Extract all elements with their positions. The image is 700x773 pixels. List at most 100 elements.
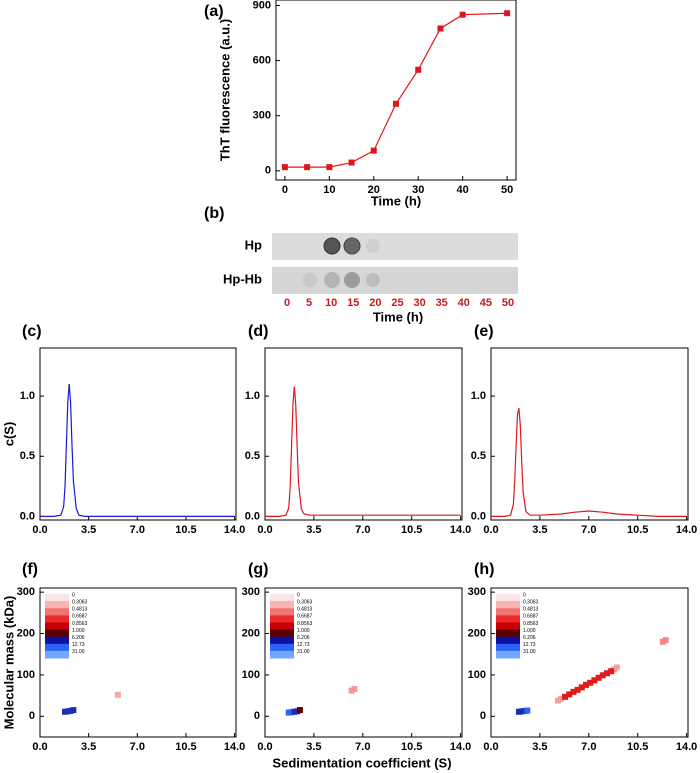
x-tick-label: 45 — [480, 297, 492, 309]
colorbar-label: 0 — [523, 592, 526, 598]
y-tick-label: 0.0 — [20, 510, 35, 522]
blot-dot — [366, 239, 380, 253]
y-tick-label: 600 — [253, 55, 271, 67]
y-tick-label: 0.5 — [20, 450, 35, 462]
y-tick-label: 200 — [17, 627, 35, 639]
colorbar-label: 0.3063 — [72, 599, 88, 605]
panel-label: (c) — [22, 323, 42, 340]
colorbar-segment — [496, 643, 520, 652]
colorbar-label: 31.00 — [297, 649, 310, 655]
x-tick-label: 20 — [368, 184, 380, 196]
colorbar-label: 0.6687 — [297, 614, 313, 620]
x-tick-label: 35 — [436, 297, 448, 309]
x-tick-label: 25 — [391, 297, 403, 309]
colorbar-segment — [45, 636, 69, 645]
x-tick-label: 0.0 — [483, 524, 498, 536]
x-tick-label: 7.0 — [355, 524, 370, 536]
data-point — [70, 707, 77, 714]
data-line — [284, 12, 508, 168]
colorbar-segment — [45, 629, 69, 638]
x-axis-label: Sedimentation coefficient (S) — [272, 755, 451, 770]
colorbar-segment — [45, 601, 69, 609]
y-tick-label: 900 — [253, 0, 271, 11]
panel-label: (h) — [474, 561, 494, 578]
colorbar-segment — [496, 629, 520, 638]
y-axis-label: Molecular mass (kDa) — [1, 596, 16, 730]
y-tick-label: 100 — [17, 669, 35, 681]
colorbar-label: 12.73 — [72, 642, 85, 648]
colorbar-label: 0.3063 — [297, 599, 313, 605]
y-tick-label: 0.0 — [245, 510, 260, 522]
x-tick-label: 0.0 — [483, 741, 498, 753]
data-point — [370, 147, 377, 154]
colorbar-label: 1.000 — [297, 628, 310, 634]
colorbar-segment — [496, 615, 520, 623]
panel-label: (g) — [248, 561, 268, 578]
colorbar-segment — [270, 636, 294, 645]
y-tick-label: 1.0 — [471, 390, 486, 402]
data-point — [603, 670, 610, 677]
x-tick-label: 20 — [369, 297, 381, 309]
colorbar-segment — [270, 608, 294, 616]
data-point — [662, 637, 669, 644]
data-point — [570, 688, 577, 695]
x-tick-label: 7.0 — [130, 741, 145, 753]
data-point — [608, 668, 615, 675]
x-tick-label: 30 — [412, 184, 424, 196]
blot-dot — [323, 237, 341, 255]
colorbar-segment — [270, 615, 294, 623]
colorbar-segment — [45, 615, 69, 623]
data-point — [599, 672, 606, 679]
colorbar-label: 0.4813 — [297, 607, 313, 613]
x-tick-label: 14.0 — [224, 524, 245, 536]
colorbar-label: 6.206 — [523, 635, 536, 641]
data-point — [504, 10, 511, 17]
colorbar-segment — [45, 622, 69, 631]
blot-dot — [344, 272, 360, 288]
colorbar-segment — [496, 608, 520, 616]
y-tick-label: 300 — [468, 586, 486, 598]
data-point — [114, 691, 121, 698]
colorbar-segment — [496, 650, 520, 659]
colorbar-label: 31.00 — [523, 649, 536, 655]
x-tick-label: 0.0 — [32, 524, 47, 536]
colorbar-segment — [45, 643, 69, 652]
x-tick-label: 50 — [501, 184, 513, 196]
colorbar-label: 0.6687 — [72, 614, 88, 620]
data-point — [591, 677, 598, 684]
y-axis-label: c(S) — [1, 422, 16, 447]
x-tick-label: 14.0 — [450, 741, 471, 753]
panel-label: (b) — [204, 205, 224, 222]
colorbar-label: 0.3063 — [523, 599, 539, 605]
y-tick-label: 200 — [242, 627, 260, 639]
blot-dot — [343, 237, 361, 255]
colorbar-label: 0.8563 — [72, 621, 88, 627]
x-tick-label: 3.5 — [306, 741, 321, 753]
y-tick-label: 0 — [480, 710, 486, 722]
blot-dot — [366, 273, 380, 287]
data-point — [393, 100, 399, 107]
colorbar-segment — [270, 601, 294, 609]
data-point — [304, 164, 311, 171]
data-point — [415, 66, 422, 73]
data-point — [459, 11, 466, 18]
data-point — [595, 674, 602, 681]
blot-dot — [303, 273, 317, 287]
x-tick-label: 7.0 — [355, 741, 370, 753]
colorbar-segment — [270, 629, 294, 638]
colorbar-label: 0.4813 — [523, 607, 539, 613]
colorbar-segment — [45, 650, 69, 659]
data-point — [281, 164, 288, 171]
x-tick-label: 0.0 — [257, 524, 272, 536]
x-tick-label: 3.5 — [81, 524, 96, 536]
y-tick-label: 0 — [254, 710, 260, 722]
plot-frame — [490, 587, 689, 738]
colorbar-label: 0 — [297, 592, 300, 598]
x-tick-label: 14.0 — [676, 524, 697, 536]
data-point — [583, 681, 590, 688]
y-tick-label: 200 — [468, 627, 486, 639]
colorbar-label: 0.4813 — [72, 607, 88, 613]
data-point — [524, 707, 531, 714]
x-tick-label: 10.5 — [401, 524, 422, 536]
